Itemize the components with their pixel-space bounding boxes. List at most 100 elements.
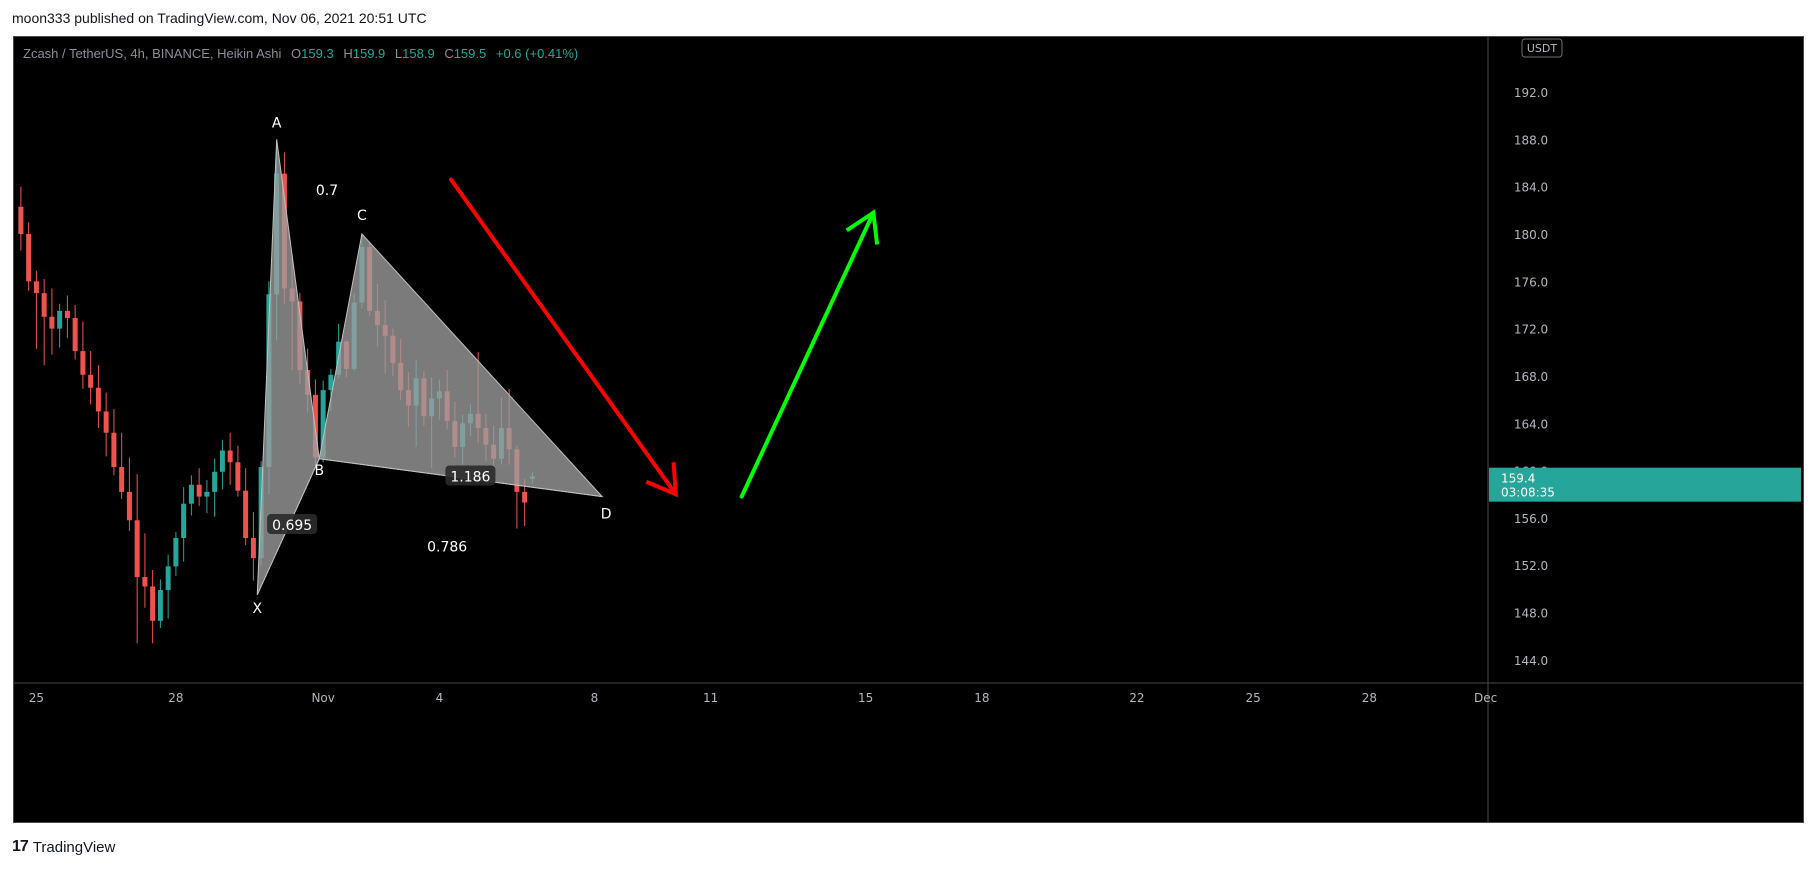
candle-body xyxy=(57,310,63,329)
time-tick-label: 25 xyxy=(1246,691,1261,705)
candle-body xyxy=(328,374,334,391)
candle-body xyxy=(41,293,47,317)
price-tick-label: 156.0 xyxy=(1514,512,1548,526)
candle-body xyxy=(204,491,210,497)
legend-open-label: O xyxy=(291,46,302,61)
candle-body xyxy=(150,586,156,621)
time-tick-label: 28 xyxy=(1362,691,1377,705)
legend-open-value: 159.3 xyxy=(301,46,334,61)
candle-body xyxy=(243,490,249,539)
time-tick-label: 8 xyxy=(591,691,599,705)
pattern-ratio-label: 0.7 xyxy=(316,183,338,199)
candle-body xyxy=(188,484,194,504)
arrow-down-shaft xyxy=(449,177,678,497)
candle-body xyxy=(126,491,132,521)
candle-body xyxy=(49,316,55,329)
price-tick-label: 180.0 xyxy=(1514,228,1548,242)
price-tick-label: 172.0 xyxy=(1514,323,1548,337)
candle-body xyxy=(103,411,109,433)
symbol-legend: Zcash / TetherUS, 4h, BINANCE, Heikin As… xyxy=(23,46,578,61)
time-tick-label: 4 xyxy=(436,691,444,705)
candle-body xyxy=(522,491,528,503)
price-tick-label: 176.0 xyxy=(1514,275,1548,289)
pattern-ratio-label: 0.786 xyxy=(427,539,467,555)
pattern-point-label: B xyxy=(314,463,324,479)
candle-body xyxy=(111,432,117,468)
candle-body xyxy=(119,467,125,492)
candle-body xyxy=(72,317,78,352)
price-tick-label: 152.0 xyxy=(1514,559,1548,573)
tradingview-logo-icon: 17 xyxy=(12,838,29,855)
price-axis: 144.0148.0152.0156.0160.0164.0168.0172.0… xyxy=(1514,38,1563,668)
legend-low-value: 158.9 xyxy=(402,46,435,61)
candle-body xyxy=(95,387,101,412)
time-tick-label: 22 xyxy=(1129,691,1144,705)
time-tick-label: 18 xyxy=(974,691,989,705)
pattern-labels: X A B C D 0.7 0.695 1.186 0.786 xyxy=(252,115,611,616)
candle-body xyxy=(235,462,241,491)
pattern-ratio-label: 0.695 xyxy=(272,518,312,534)
last-price-label: 159.403:08:35 xyxy=(1489,467,1801,502)
time-tick-label: 25 xyxy=(29,691,44,705)
time-tick-label: 15 xyxy=(858,691,873,705)
candle-body xyxy=(212,471,218,492)
last-price-value: 159.4 xyxy=(1501,472,1535,486)
legend-high-label: H xyxy=(343,46,353,61)
pattern-ratio-box xyxy=(445,465,496,486)
candle-body xyxy=(196,484,202,497)
candle-body xyxy=(227,450,233,463)
candle-body xyxy=(64,310,70,318)
candle-body xyxy=(18,206,24,234)
price-tick-label: 184.0 xyxy=(1514,181,1548,195)
legend-close-value: 159.5 xyxy=(453,46,487,61)
currency-badge xyxy=(1521,38,1563,58)
legend-high-value: 159.9 xyxy=(352,46,386,61)
price-tick-label: 164.0 xyxy=(1514,417,1548,431)
candle-body xyxy=(181,503,187,539)
price-tick-label: 148.0 xyxy=(1514,607,1548,621)
pattern-ratio-label: 1.186 xyxy=(450,469,490,485)
time-tick-label: Dec xyxy=(1474,691,1497,705)
candle-body xyxy=(320,390,326,458)
pattern-bcd xyxy=(318,232,604,498)
candle-body xyxy=(88,374,94,388)
last-price-countdown: 03:08:35 xyxy=(1501,486,1555,500)
legend-change: +0.6 (+0.41%) xyxy=(495,46,579,61)
legend-symbol: Zcash / TetherUS, 4h, BINANCE, Heikin As… xyxy=(23,46,282,61)
arrow-up-head xyxy=(845,209,880,245)
time-tick-label: 28 xyxy=(168,691,183,705)
time-axis: 25 28 Nov 4 8 11 15 18 22 25 28 Dec xyxy=(29,691,1498,705)
time-tick-label: 11 xyxy=(703,691,718,705)
tradingview-footer[interactable]: 17 TradingView xyxy=(12,838,115,856)
arrow-down-head xyxy=(645,462,678,498)
pattern-point-label: D xyxy=(601,507,612,523)
candle-body xyxy=(142,577,148,587)
candle-body xyxy=(165,566,171,591)
candle-body xyxy=(33,281,39,294)
time-tick-label: Nov xyxy=(311,691,334,705)
pattern-xb-line xyxy=(256,458,320,596)
candle-body xyxy=(26,233,32,282)
candle-body xyxy=(134,520,140,578)
tradingview-brand: TradingView xyxy=(32,838,116,856)
pattern-point-label: X xyxy=(252,601,262,617)
price-chart[interactable]: X A B C D 0.7 0.695 1.186 0.786 144.0 148.0 152.0 1… xyxy=(13,36,1804,823)
candle-body xyxy=(173,538,179,567)
candle-body xyxy=(80,351,86,375)
price-tick-label: 192.0 xyxy=(1514,86,1548,100)
published-header: moon333 published on TradingView.com, No… xyxy=(12,10,427,26)
currency-label: USDT xyxy=(1527,42,1558,55)
price-tick-label: 188.0 xyxy=(1514,133,1548,147)
arrows xyxy=(449,177,880,499)
pattern-point-label: C xyxy=(357,208,367,224)
candle-body xyxy=(157,590,163,621)
price-tick-label: 168.0 xyxy=(1514,370,1548,384)
pattern-point-label: A xyxy=(272,115,282,131)
last-price-badge xyxy=(1489,467,1801,502)
legend-close-label: C xyxy=(444,46,454,61)
candle-body xyxy=(250,538,256,559)
legend-low-label: L xyxy=(394,46,403,61)
grid xyxy=(13,36,1804,823)
arrow-up-shaft xyxy=(739,210,876,499)
pattern-ratio-box xyxy=(267,513,318,534)
